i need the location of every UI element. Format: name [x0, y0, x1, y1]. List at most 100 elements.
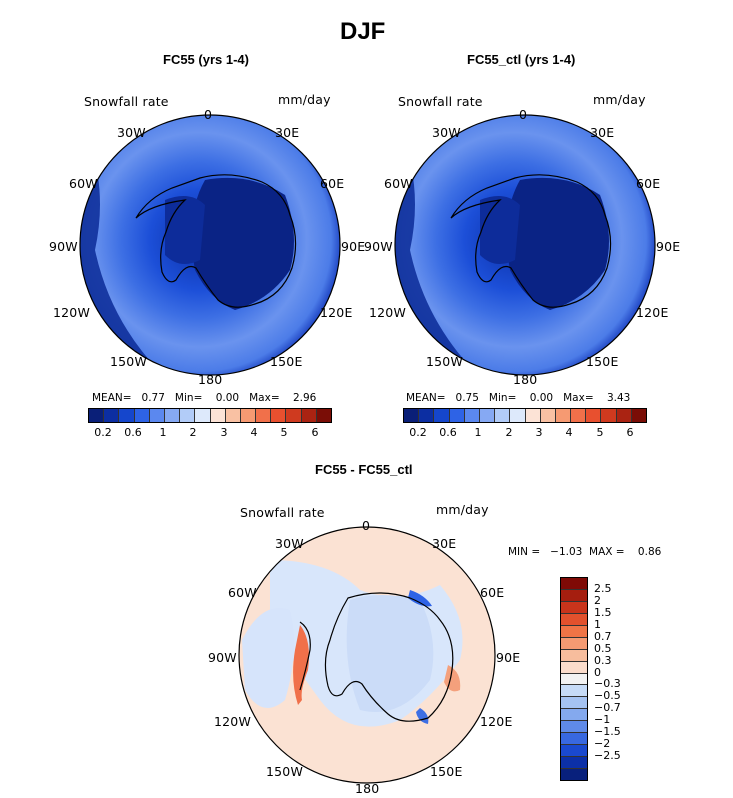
panel2-title: FC55_ctl (yrs 1-4) — [467, 52, 576, 67]
panel2-colorbar-swatch — [495, 409, 511, 422]
panel3-colorbar — [560, 577, 588, 781]
panel2-colorbar-swatch — [404, 409, 420, 422]
panel2-colorbar-swatch — [601, 409, 617, 422]
panel2-colorbar-swatch — [434, 409, 450, 422]
panel3-colorbar-swatch — [561, 685, 587, 698]
panel3-lon-0: 0 — [362, 518, 371, 533]
panel3-colorbar-swatch — [561, 721, 587, 734]
panel3-colorbar-tick: −0.3 — [594, 677, 621, 691]
panel2-colorbar-tick: 1 — [474, 426, 482, 439]
figure-title: DJF — [340, 18, 386, 45]
panel1-colorbar-tick: 5 — [280, 426, 288, 439]
panel3-colorbar-tick: −1.5 — [594, 724, 621, 738]
panel1-colorbar-swatch — [256, 409, 272, 422]
panel2-colorbar-tick: 0.2 — [409, 426, 427, 439]
panel3-colorbar-swatch — [561, 745, 587, 758]
panel3-colorbar-tick: −0.7 — [594, 701, 621, 715]
panel1-colorbar-tick: 1 — [159, 426, 167, 439]
panel3-colorbar-swatch — [561, 578, 587, 590]
panel3-colorbar-tick: −0.5 — [594, 689, 621, 703]
panel1-colorbar-swatch — [195, 409, 211, 422]
panel1-variable-label: Snowfall rate — [84, 94, 169, 109]
panel2-lon-180: 180 — [513, 372, 538, 387]
panel1-colorbar-swatch — [316, 409, 331, 422]
panel1-colorbar-tick: 0.2 — [94, 426, 112, 439]
panel3-colorbar-swatch — [561, 709, 587, 722]
panel3-colorbar-tick: 1.5 — [594, 606, 612, 620]
panel3-colorbar-tick: −1 — [594, 713, 611, 727]
panel2-colorbar-tick: 3 — [535, 426, 543, 439]
panel3-colorbar-swatch — [561, 733, 587, 746]
panel1-colorbar-swatch — [149, 409, 165, 422]
panel2-lon-120e: 120E — [636, 305, 669, 320]
panel2-colorbar-tick: 4 — [565, 426, 573, 439]
panel3-stats: MIN = −1.03 MAX = 0.86 — [508, 546, 662, 558]
panel3-colorbar-tick: 0.7 — [594, 629, 612, 643]
panel2-antarctica-coastline — [450, 174, 612, 308]
panel1-lon-30w: 30W — [117, 125, 146, 140]
panel3-colorbar-swatch — [561, 601, 587, 614]
panel2-colorbar-swatch — [479, 409, 496, 422]
panel2-colorbar-swatch — [464, 409, 480, 422]
panel1-colorbar-swatch — [240, 409, 257, 422]
panel3-colorbar-tick: 0 — [594, 665, 601, 679]
panel1-lon-60e: 60E — [320, 176, 345, 191]
panel3-colorbar-swatch — [561, 661, 587, 674]
panel2-colorbar-swatch — [586, 409, 602, 422]
panel3-colorbar-tick: 2 — [594, 594, 601, 608]
panel1-antarctica-coastline — [135, 174, 297, 308]
panel2-colorbar-tick: 6 — [626, 426, 634, 439]
panel3-lon-90w: 90W — [208, 650, 237, 665]
panel2-lon-60w: 60W — [384, 176, 413, 191]
panel2-lon-30w: 30W — [432, 125, 461, 140]
panel3-lon-150e: 150E — [430, 764, 463, 779]
panel2-colorbar — [403, 408, 647, 423]
panel3-colorbar-tick: 2.5 — [594, 582, 612, 596]
panel2-colorbar-swatch — [631, 409, 646, 422]
panel1-lon-90w: 90W — [49, 239, 78, 254]
panel2-colorbar-swatch — [555, 409, 572, 422]
panel3-lon-30w: 30W — [275, 536, 304, 551]
panel2-lon-60e: 60E — [636, 176, 661, 191]
panel3-variable-label: Snowfall rate — [240, 505, 325, 520]
panel1-lon-120e: 120E — [320, 305, 353, 320]
panel1-colorbar-swatch — [180, 409, 196, 422]
panel3-colorbar-tick: 0.5 — [594, 641, 612, 655]
panel3-colorbar-swatch — [561, 673, 587, 686]
panel1-colorbar-swatch — [210, 409, 226, 422]
panel1-units-label: mm/day — [278, 92, 331, 107]
panel2-colorbar-tick: 5 — [596, 426, 604, 439]
panel2-units-label: mm/day — [593, 92, 646, 107]
panel1-colorbar-tick: 3 — [220, 426, 228, 439]
panel3-title: FC55 - FC55_ctl — [315, 462, 413, 477]
panel3-colorbar-tick: −2 — [594, 736, 611, 750]
panel2-colorbar-swatch — [540, 409, 556, 422]
panel1-colorbar-swatch — [225, 409, 241, 422]
panel3-colorbar-swatch — [561, 637, 587, 650]
panel1-colorbar-swatch — [164, 409, 181, 422]
panel3-colorbar-swatch — [561, 613, 587, 626]
panel1-lon-120w: 120W — [53, 305, 91, 320]
panel2-lon-150w: 150W — [426, 354, 464, 369]
panel3-colorbar-swatch — [561, 757, 587, 769]
panel3-lon-120w: 120W — [214, 714, 252, 729]
panel1-lon-150e: 150E — [270, 354, 303, 369]
panel2-stats: MEAN= 0.75 Min= 0.00 Max= 3.43 — [406, 392, 631, 404]
panel1-colorbar-swatch — [271, 409, 287, 422]
panel2-polar-map — [394, 114, 656, 376]
panel3-lon-90e: 90E — [496, 650, 521, 665]
panel2-colorbar-tick: 0.6 — [439, 426, 457, 439]
panel2-variable-label: Snowfall rate — [398, 94, 483, 109]
panel2-lon-90w: 90W — [364, 239, 393, 254]
panel3-colorbar-swatch — [561, 649, 587, 662]
panel2-colorbar-swatch — [525, 409, 541, 422]
panel2-lon-0: 0 — [519, 107, 528, 122]
panel3-polar-map — [238, 526, 496, 784]
panel3-lon-180: 180 — [355, 781, 380, 796]
panel1-lon-150w: 150W — [110, 354, 148, 369]
panel1-colorbar-swatch — [301, 409, 317, 422]
panel3-lon-150w: 150W — [266, 764, 304, 779]
panel2-lon-150e: 150E — [586, 354, 619, 369]
panel1-lon-90e: 90E — [341, 239, 366, 254]
panel1-colorbar-swatch — [104, 409, 120, 422]
